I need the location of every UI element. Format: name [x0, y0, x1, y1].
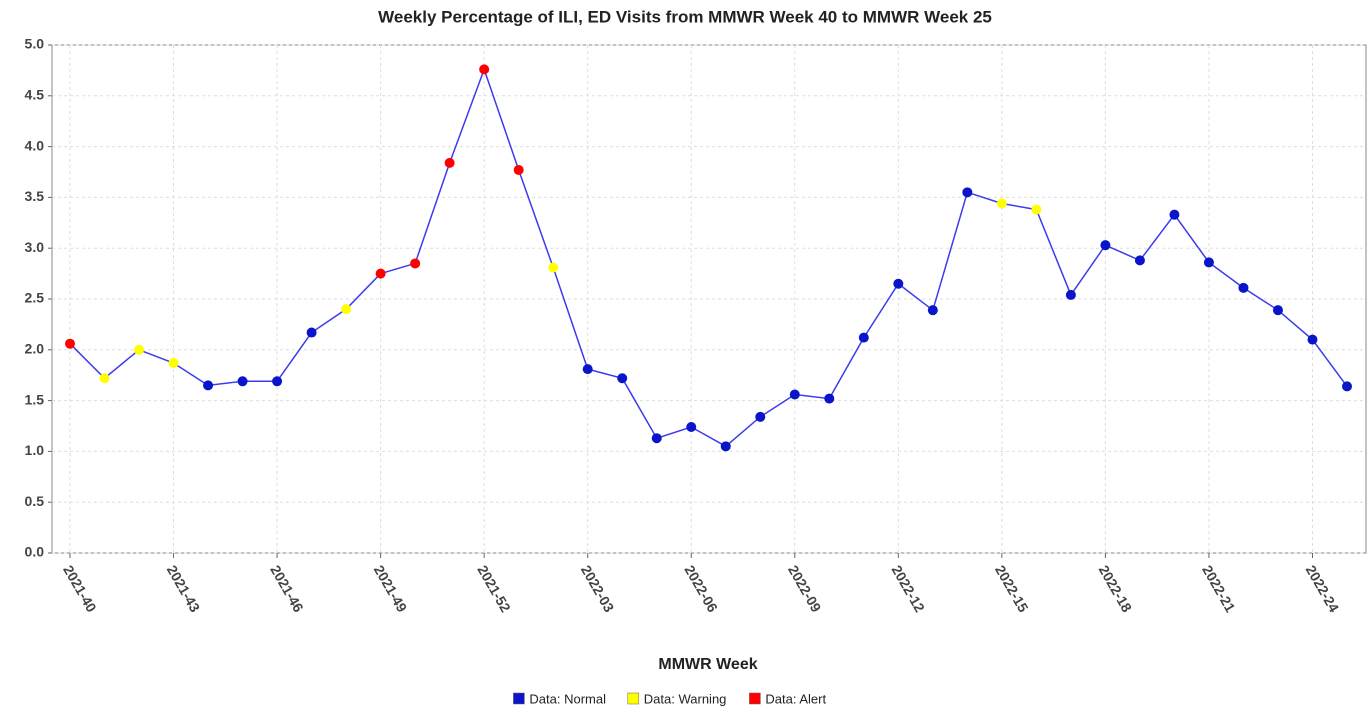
x-tick-label: 2022-06: [681, 562, 721, 615]
data-point: [1100, 240, 1111, 251]
data-point: [99, 373, 110, 384]
data-point: [996, 198, 1007, 209]
data-point: [1307, 334, 1318, 345]
data-point: [651, 433, 662, 444]
x-tick-label: 2022-12: [889, 562, 929, 615]
legend-label: Data: Warning: [644, 691, 727, 706]
data-point: [1031, 204, 1042, 215]
legend-label: Data: Normal: [529, 691, 606, 706]
data-point: [134, 344, 145, 355]
legend-swatch: [513, 692, 525, 705]
data-point: [686, 422, 697, 433]
x-tick-label: 2021-52: [474, 562, 514, 615]
data-point: [272, 376, 283, 387]
y-tick-label: 5.0: [25, 36, 45, 52]
data-point: [824, 393, 835, 404]
x-tick-label: 2021-40: [60, 562, 100, 615]
y-tick-label: 0.0: [25, 544, 45, 560]
data-point: [927, 305, 938, 316]
legend-label: Data: Alert: [765, 691, 826, 706]
x-tick-label: 2022-24: [1303, 562, 1343, 615]
data-point: [444, 157, 455, 168]
x-axis-label: MMWR Week: [658, 656, 757, 673]
data-line: [69, 67, 1348, 448]
data-point: [203, 380, 214, 391]
y-tick-label: 3.5: [25, 188, 45, 204]
data-point: [789, 389, 800, 400]
y-tick-label: 1.0: [25, 442, 45, 458]
data-point: [341, 304, 352, 315]
data-point: [237, 376, 248, 387]
y-tick-label: 0.5: [25, 493, 45, 509]
data-point: [720, 441, 731, 452]
data-point: [755, 411, 766, 422]
y-tick-label: 2.0: [25, 341, 45, 357]
data-point: [306, 327, 317, 338]
data-point: [1342, 381, 1352, 392]
data-point: [513, 164, 524, 175]
data-point: [1203, 257, 1214, 268]
data-point: [410, 258, 421, 269]
x-tick-label: 2021-46: [267, 562, 307, 615]
x-tick-label: 2022-15: [992, 562, 1032, 615]
data-point: [548, 262, 559, 273]
data-point: [617, 373, 628, 384]
x-tick-label: 2022-03: [578, 562, 618, 615]
data-point: [893, 278, 904, 289]
x-tick-label: 2022-18: [1096, 562, 1136, 615]
x-tick-label: 2021-43: [164, 562, 204, 615]
x-tick-label: 2022-21: [1199, 562, 1239, 615]
data-point: [1238, 282, 1249, 293]
data-point: [962, 187, 973, 198]
y-tick-label: 2.5: [25, 290, 45, 306]
data-point: [168, 358, 179, 369]
data-point: [858, 332, 869, 343]
data-point: [1169, 209, 1180, 220]
x-tick-label: 2021-49: [371, 562, 411, 615]
data-point: [582, 364, 593, 375]
data-point: [479, 64, 490, 75]
y-tick-label: 4.5: [25, 87, 45, 103]
data-point: [1065, 289, 1076, 300]
data-point: [375, 268, 386, 279]
data-point: [65, 338, 75, 349]
y-tick-label: 3.0: [25, 239, 45, 255]
legend-swatch: [749, 692, 761, 705]
y-tick-label: 1.5: [25, 391, 45, 407]
data-point: [1134, 255, 1145, 266]
legend-swatch: [627, 692, 640, 705]
data-point: [1272, 305, 1283, 316]
y-tick-label: 4.0: [25, 137, 45, 153]
chart-title: Weekly Percentage of ILI, ED Visits from…: [378, 7, 992, 26]
x-tick-label: 2022-09: [785, 562, 825, 615]
